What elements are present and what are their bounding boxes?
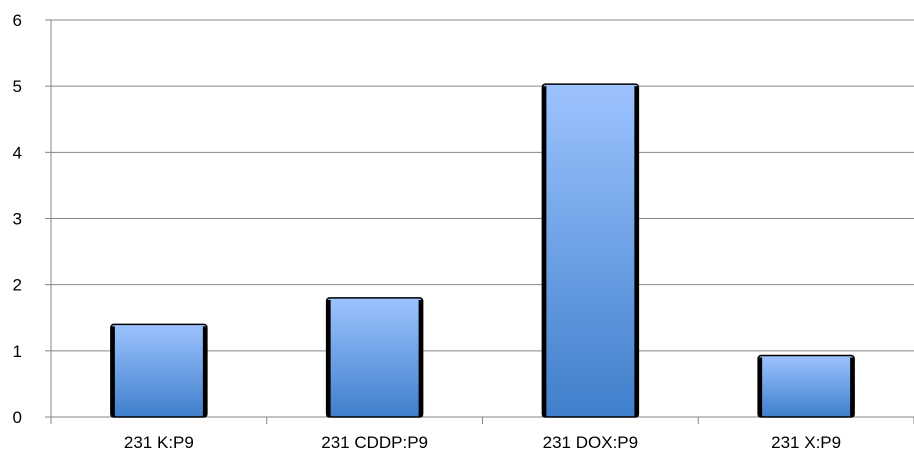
bar-left-edge-4 xyxy=(758,357,763,417)
x-tick-label-3: 231 DOX:P9 xyxy=(543,433,638,452)
bar-right-edge-2 xyxy=(418,299,423,417)
bar-right-edge-3 xyxy=(634,86,639,417)
bar-left-edge-1 xyxy=(110,326,115,417)
y-tick-label-2: 2 xyxy=(13,276,22,295)
y-tick-label-0: 0 xyxy=(13,408,22,427)
y-tick-label-3: 3 xyxy=(13,210,22,229)
bar-right-edge-1 xyxy=(202,326,207,417)
y-tick-label-4: 4 xyxy=(13,143,22,162)
x-tick-label-4: 231 X:P9 xyxy=(771,433,841,452)
gridlines xyxy=(51,19,914,352)
bar-2 xyxy=(325,297,424,418)
tick-labels: 0 1 2 3 4 5 6 231 K:P9 231 CDDP:P9 231 DOX:P9 231 … xyxy=(13,11,842,452)
bar-4 xyxy=(757,354,855,418)
bars xyxy=(110,83,855,418)
x-tick-label-2: 231 CDDP:P9 xyxy=(321,433,428,452)
x-tick-label-1: 231 K:P9 xyxy=(124,433,194,452)
bar-left-edge-2 xyxy=(326,299,331,417)
bar-right-edge-4 xyxy=(850,357,855,417)
y-tick-label-5: 5 xyxy=(13,77,22,96)
y-tick-label-6: 6 xyxy=(13,11,22,30)
y-tick-label-1: 1 xyxy=(13,342,22,361)
bar-1 xyxy=(110,323,208,418)
bar-left-edge-3 xyxy=(542,86,547,417)
bar-3 xyxy=(541,83,640,418)
